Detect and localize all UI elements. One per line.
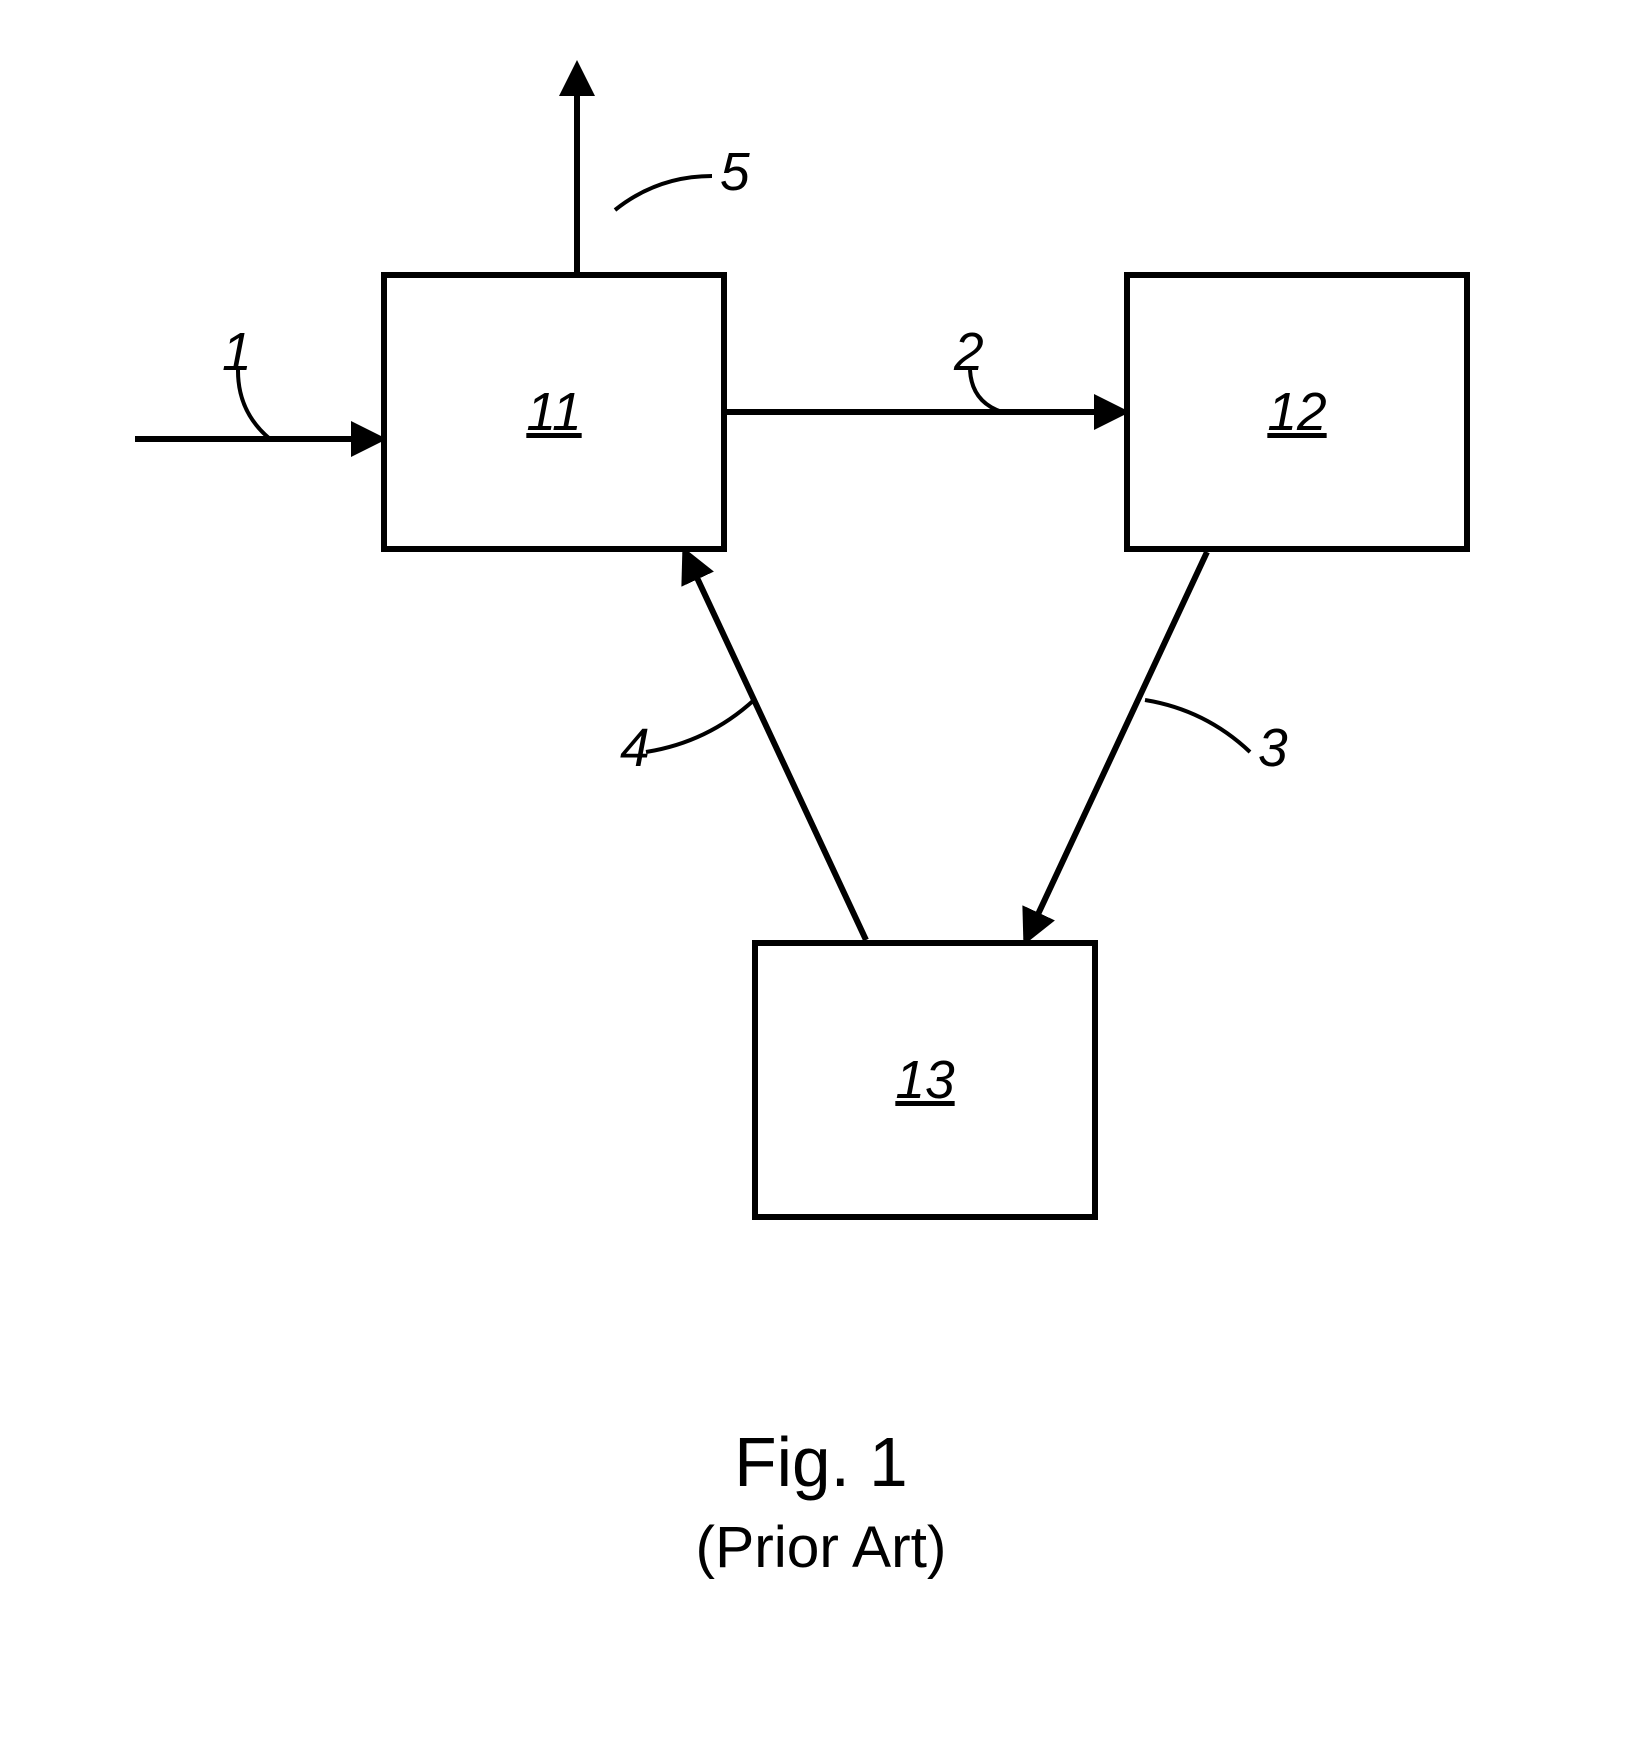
node-label-13: 13 xyxy=(895,1050,954,1111)
edge-label-2: 2 xyxy=(954,322,984,383)
edge-label-5: 5 xyxy=(720,142,750,203)
node-13: 13 xyxy=(752,940,1098,1220)
edge-label-3: 3 xyxy=(1258,718,1288,779)
node-label-12: 12 xyxy=(1267,382,1326,443)
leader-4 xyxy=(646,700,754,752)
node-11: 11 xyxy=(381,272,727,552)
leader-3 xyxy=(1145,700,1250,752)
node-12: 12 xyxy=(1124,272,1470,552)
leader-5 xyxy=(615,176,712,210)
edge-3 xyxy=(1026,552,1207,940)
edge-4 xyxy=(685,552,866,940)
caption-line-2: (Prior Art) xyxy=(0,1514,1642,1581)
figure-caption: Fig. 1 (Prior Art) xyxy=(0,1422,1642,1581)
caption-line-1: Fig. 1 xyxy=(0,1422,1642,1502)
node-label-11: 11 xyxy=(526,382,581,443)
edge-label-4: 4 xyxy=(620,718,650,779)
edge-label-1: 1 xyxy=(222,322,252,383)
